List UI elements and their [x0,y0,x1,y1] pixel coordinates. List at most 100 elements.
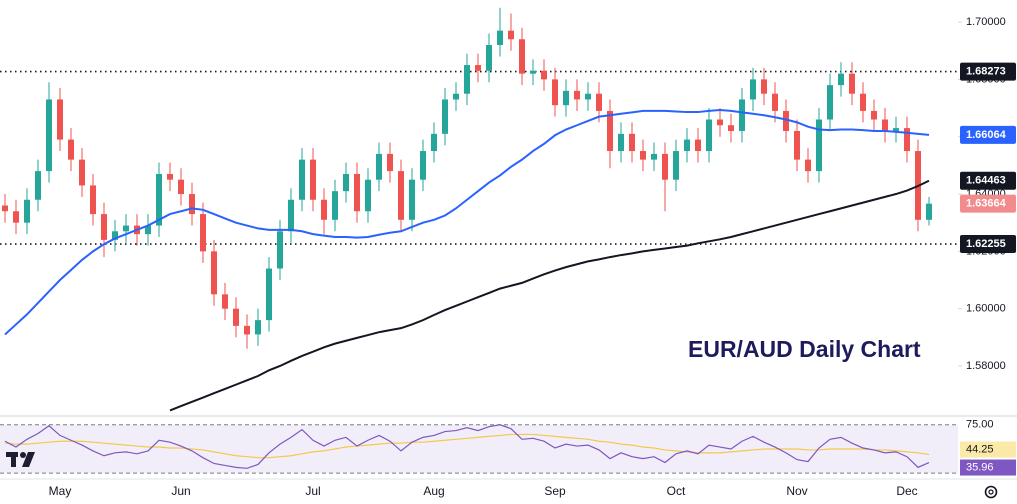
x-tick-label: May [49,484,72,498]
logo-part [11,452,16,467]
moving-average-line [4,109,930,336]
candle-body [244,325,250,335]
candle-body [475,65,481,71]
rsi-ma-label-box [960,441,1016,458]
candle-body [541,70,547,80]
y-tick-label: 1.58000 [966,360,1006,372]
candle-body [101,214,107,240]
settings-icon[interactable] [984,485,998,499]
rsi-ma-line [4,433,930,459]
candle-body [838,73,844,86]
rsi-band [0,424,958,474]
moving-average-label-box [960,125,1016,144]
x-tick-label: Dec [896,484,917,498]
candle-body [695,139,701,152]
candle-body [706,119,712,152]
candle-body [629,133,635,152]
candle-body [816,119,822,172]
x-tick-label: Sep [544,484,566,498]
candle-body [519,39,525,74]
candle-body [640,151,646,160]
candle-body [167,173,173,180]
candle-body [145,225,151,235]
candle-body [189,194,195,215]
candle-body [90,185,96,215]
rsi-tick-label: 75.00 [966,419,994,431]
candle-body [464,65,470,94]
candle-body [618,133,624,152]
logo-part [20,452,26,458]
candle-body [904,128,910,152]
candle-body [288,199,294,232]
candle-body [277,231,283,269]
candle-body [255,320,261,335]
candle-body [365,179,371,212]
candle-body [24,199,30,223]
candle-body [574,90,580,100]
candle-body [893,128,899,131]
rsi-ma-label: 44.25 [966,443,994,455]
rsi-line [4,424,930,469]
candle-body [420,151,426,180]
candle-body [310,159,316,200]
candle-body [662,153,668,180]
x-tick-label: Aug [423,484,444,498]
level-label: 1.68273 [966,65,1006,77]
candle-body [783,110,789,131]
candle-body [805,159,811,172]
candle-body [684,139,690,152]
candle-body [376,153,382,180]
candle-body [728,125,734,131]
candle-body [178,179,184,195]
candle-body [442,99,448,134]
candle-body [585,93,591,100]
gear-center[interactable] [988,489,994,495]
candle-body [46,99,52,172]
candle-body [211,251,217,295]
candle-body [387,153,393,172]
candle-body [453,93,459,100]
candle-body [926,203,932,220]
logo-part [22,452,35,467]
candle-body [717,119,723,126]
y-tick-label: 1.60000 [966,303,1006,315]
candle-body [530,70,536,74]
rsi-label-box [960,459,1016,476]
x-tick-label: Jun [171,484,190,498]
candle-body [409,179,415,220]
candle-body [233,308,239,326]
x-tick-label: Nov [786,484,807,498]
candle-body [508,30,514,40]
last-price-label: 1.63664 [966,198,1007,210]
candle-body [343,173,349,192]
candle-body [266,268,272,321]
y-tick-label: 1.70000 [966,16,1006,28]
x-tick-label: Jul [305,484,320,498]
candle-body [486,44,492,71]
candle-body [321,199,327,220]
candle-body [13,211,19,223]
level-label: 1.62255 [966,238,1006,250]
candle-body [794,130,800,160]
moving-average-label: 1.64463 [966,175,1006,187]
candle-body [761,79,767,94]
candle-body [79,159,85,186]
candle-body [673,151,679,180]
candle-body [849,73,855,94]
gear[interactable] [984,485,998,499]
candle-body [200,214,206,252]
tradingview-logo [6,452,35,467]
candle-body [68,139,74,160]
candle-body [497,30,503,45]
candle-body [35,171,41,200]
candle-body [772,93,778,111]
candle-body [332,191,338,220]
candle-body [222,294,228,309]
candle-body [651,153,657,160]
x-tick-label: Oct [667,484,686,498]
candle-body [827,85,833,120]
candle-body [563,90,569,106]
moving-average-line [169,179,930,412]
